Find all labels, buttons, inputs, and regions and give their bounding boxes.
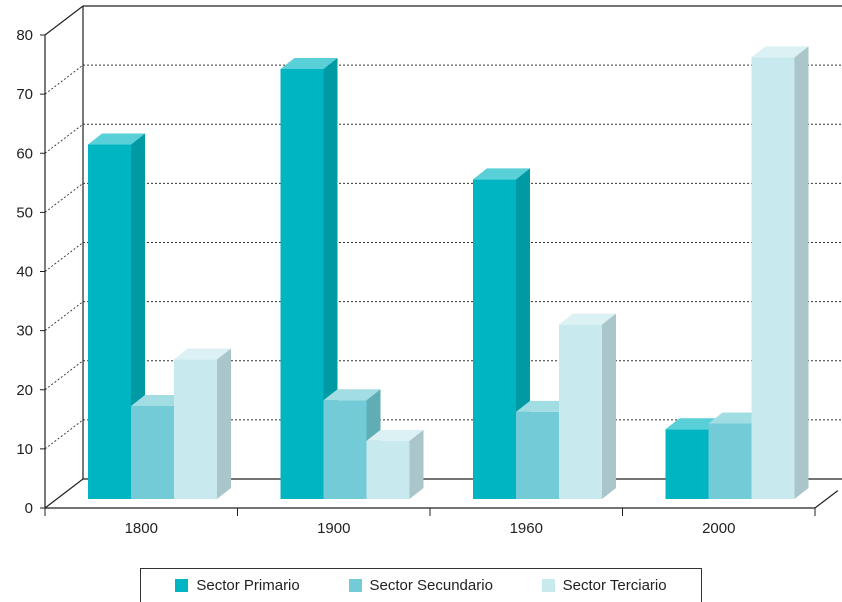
legend-item-primario: Sector Primario [175, 577, 300, 594]
gridline-side-10 [44, 419, 84, 450]
x-tick-label-1800: 1800 [125, 520, 158, 537]
bar-1800-sector-primario [88, 133, 145, 500]
bar-top [559, 313, 616, 325]
y-axis: 0 10 20 30 40 50 60 70 80 [16, 27, 46, 517]
bar-top [174, 348, 231, 360]
bar-side [409, 429, 424, 499]
bar-side [602, 313, 616, 499]
y-tick-label-10: 10 [16, 441, 33, 458]
bar-1960-sector-terciario [559, 313, 616, 499]
legend-label-primario: Sector Primario [196, 577, 300, 594]
bar-top [708, 412, 766, 424]
gridline-side-30 [44, 301, 84, 331]
bar-side [323, 58, 338, 499]
floor-left-edge [44, 478, 84, 509]
legend-swatch-secundario [348, 579, 362, 592]
x-tick-label-2000: 2000 [702, 520, 735, 537]
y-tick-label-70: 70 [16, 86, 33, 103]
y-tick-label-50: 50 [16, 204, 33, 221]
x-axis: 1800 1900 1960 2000 [44, 478, 839, 537]
bar-top [88, 133, 145, 145]
left-wall-top-edge [44, 5, 84, 36]
bar-side [217, 348, 231, 499]
bar-1800-sector-terciario [174, 348, 231, 499]
y-tick-label-40: 40 [16, 264, 33, 281]
bar-1900-sector-terciario [366, 429, 424, 499]
bar-top [323, 389, 381, 401]
bar-side [794, 46, 809, 499]
bar-top [516, 400, 573, 412]
bar-front [516, 411, 559, 499]
gridline-side-20 [44, 360, 84, 391]
x-tick-label-1960: 1960 [510, 520, 543, 537]
bar-top [280, 58, 338, 69]
bars [88, 46, 809, 500]
bar-front [323, 400, 367, 499]
bar-front [366, 440, 410, 499]
bar-front [665, 429, 709, 499]
bar-front [559, 324, 602, 499]
bar-front [174, 359, 217, 499]
bar-1900-sector-primario [280, 58, 338, 499]
bar-front [131, 406, 174, 499]
floor-right-edge [814, 490, 839, 509]
bar-front [280, 69, 324, 499]
legend-item-secundario: Sector Secundario [348, 577, 493, 594]
legend-swatch-primario [175, 579, 189, 592]
legend-item-terciario: Sector Terciario [541, 577, 667, 594]
y-tick-label-80: 80 [16, 27, 33, 44]
bar-1900-sector-secundario [323, 389, 381, 499]
bar-front [751, 57, 795, 499]
y-tick-label-0: 0 [25, 500, 33, 517]
gridline-side-70 [44, 64, 84, 95]
bar-top [665, 418, 723, 430]
y-tick-label-60: 60 [16, 145, 33, 162]
bar-top [751, 46, 809, 58]
bar-top [366, 429, 424, 441]
y-tick-label-30: 30 [16, 323, 33, 340]
legend-label-terciario: Sector Terciario [562, 577, 667, 594]
gridline-side-60 [44, 123, 84, 154]
bar-1960-sector-primario [473, 168, 530, 500]
bar-front [708, 423, 752, 499]
gridline-side-40 [44, 242, 84, 272]
legend: Sector Primario Sector Secundario Sector… [140, 568, 702, 602]
legend-label-secundario: Sector Secundario [369, 577, 493, 594]
legend-swatch-terciario [541, 579, 555, 592]
bar-2000-sector-terciario [751, 46, 809, 499]
gridline-side-50 [44, 183, 84, 213]
bar-top [131, 395, 188, 407]
bar-front [473, 179, 516, 500]
bar-top [473, 168, 530, 180]
x-tick-label-1900: 1900 [317, 520, 350, 537]
bar-front [88, 144, 131, 500]
y-tick-label-20: 20 [16, 382, 33, 399]
gridlines [44, 64, 842, 450]
